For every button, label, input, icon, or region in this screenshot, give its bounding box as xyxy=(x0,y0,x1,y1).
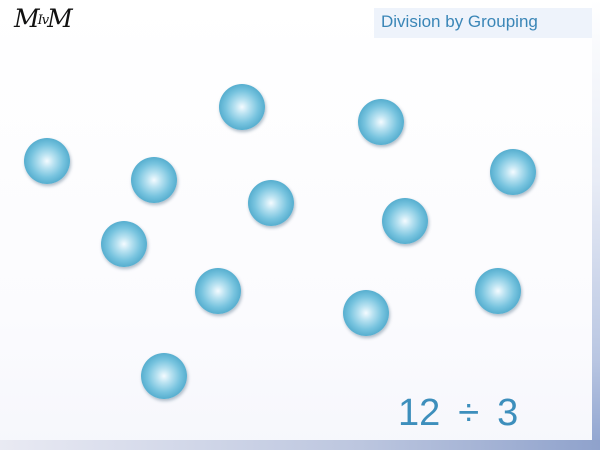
frame-right-edge xyxy=(592,0,600,450)
dividend: 12 xyxy=(398,392,441,434)
ball-icon xyxy=(219,84,265,130)
frame-bottom-edge xyxy=(0,440,600,450)
ball-icon xyxy=(131,157,177,203)
ball-icon xyxy=(382,198,428,244)
ball-icon xyxy=(195,268,241,314)
ball-icon xyxy=(490,149,536,195)
logo-letter-middle: Iv xyxy=(37,13,50,28)
ball-icon xyxy=(24,138,70,184)
logo: MIvM xyxy=(14,4,73,33)
page-title: Division by Grouping xyxy=(381,12,538,31)
ball-icon xyxy=(101,221,147,267)
logo-letter-right: M xyxy=(47,4,73,33)
ball-icon xyxy=(141,353,187,399)
division-expression: 12 ÷ 3 xyxy=(398,392,518,435)
division-operator: ÷ xyxy=(458,392,480,434)
divisor: 3 xyxy=(497,392,519,434)
title-box: Division by Grouping xyxy=(374,8,592,38)
ball-icon xyxy=(358,99,404,145)
ball-icon xyxy=(343,290,389,336)
ball-icon xyxy=(475,268,521,314)
ball-icon xyxy=(248,180,294,226)
logo-letter-left: M xyxy=(14,4,40,33)
